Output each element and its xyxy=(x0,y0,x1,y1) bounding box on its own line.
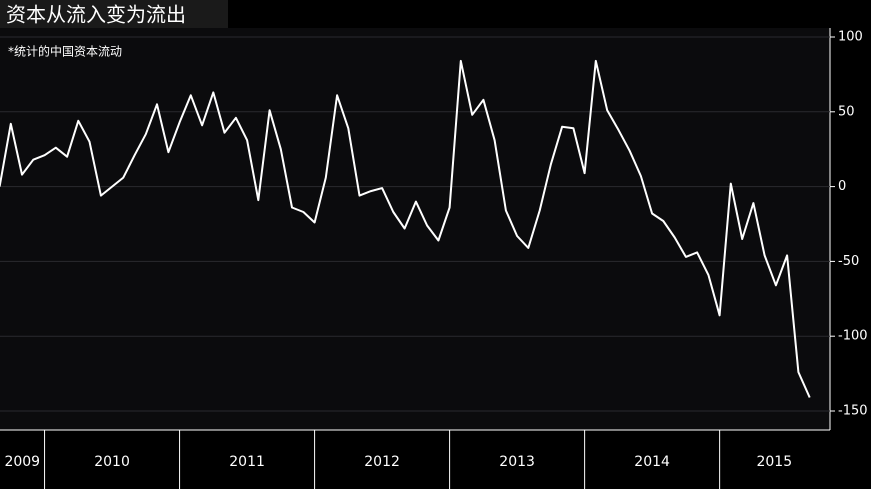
plot-area xyxy=(0,28,830,430)
y-tick-label: 100 xyxy=(838,30,863,45)
chart-title: 资本从流入变为流出 xyxy=(6,3,186,27)
y-tick-label: 0 xyxy=(838,179,846,194)
chart-subtitle: *统计的中国资本流动 xyxy=(8,44,122,59)
x-tick-label: 2011 xyxy=(229,454,265,470)
x-tick-label: 2009 xyxy=(4,454,40,470)
x-tick-label: 2012 xyxy=(364,454,400,470)
x-tick-label: 2010 xyxy=(94,454,130,470)
y-tick-label: -150 xyxy=(838,404,868,419)
y-tick-label: -100 xyxy=(838,329,868,344)
data-line xyxy=(0,59,811,398)
x-tick-label: 2015 xyxy=(756,454,792,470)
x-tick-label: 2014 xyxy=(634,454,670,470)
x-tick-label: 2013 xyxy=(499,454,535,470)
title-box xyxy=(0,0,228,28)
y-tick-label: -50 xyxy=(838,254,859,269)
y-tick-label: 50 xyxy=(838,104,855,119)
